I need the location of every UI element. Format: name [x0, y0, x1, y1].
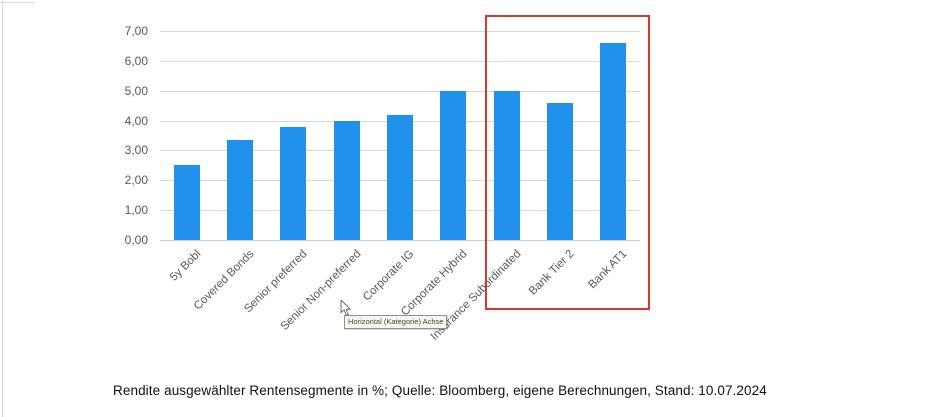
y-axis-tick-label: 1,00	[124, 203, 148, 218]
chart-bar-senior-non-preferred[interactable]	[333, 120, 360, 240]
y-axis-tick-label: 6,00	[124, 53, 148, 68]
chart-bar-bank-at1[interactable]	[600, 42, 627, 240]
gridline	[160, 60, 640, 62]
y-axis-tick-label: 5,00	[124, 83, 148, 98]
window-edge-top	[0, 2, 35, 3]
chart-bar-senior-preferred[interactable]	[280, 126, 307, 240]
y-axis-tick-label: 4,00	[124, 113, 148, 128]
window-edge-left	[2, 0, 3, 417]
chart-bar-insurance-subordinated[interactable]	[493, 90, 520, 240]
gridline	[160, 90, 640, 92]
y-axis-tick-label: 3,00	[124, 143, 148, 158]
chart-bar-5y-bobl[interactable]	[173, 165, 200, 240]
y-axis-tick-label: 2,00	[124, 173, 148, 188]
highlight-rectangle	[485, 15, 650, 310]
y-axis-tick-label: 7,00	[124, 24, 148, 38]
chart-bar-corporate-ig[interactable]	[387, 114, 413, 240]
chart-bar-bank-tier-2[interactable]	[547, 102, 573, 240]
x-axis-line	[160, 240, 640, 241]
mouse-cursor-icon	[340, 300, 352, 316]
axis-tooltip: Horizontal (Kategorie) Achse	[344, 315, 448, 329]
gridline	[160, 31, 640, 32]
chart-bar-covered-bonds[interactable]	[227, 139, 253, 240]
chart-bar-corporate-hybrid[interactable]	[440, 90, 467, 240]
chart-plot-area[interactable]: 0,00 1,00 2,00 3,00 4,00 5,00 6,00 7,00 5y Bobl C…	[0, 0, 940, 360]
chart-caption: Rendite ausgewählter Rentensegmente in %…	[113, 383, 767, 398]
y-axis-tick-label: 0,00	[124, 233, 148, 247]
